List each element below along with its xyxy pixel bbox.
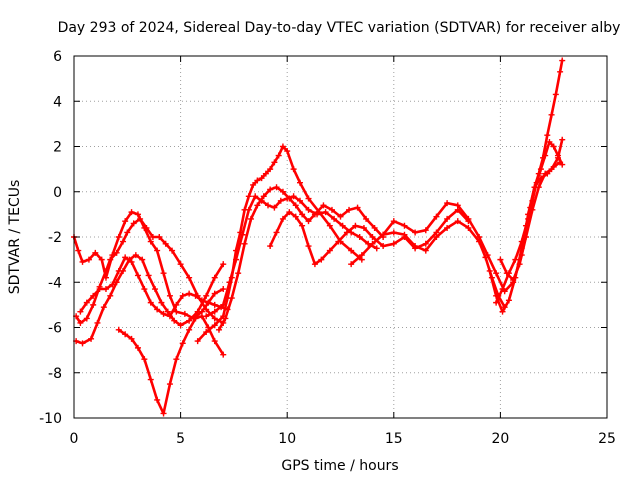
data-point-markers (215, 184, 387, 333)
plot-area (71, 57, 566, 417)
x-axis-label: GPS time / hours (281, 458, 398, 474)
series-line (488, 59, 564, 314)
series-line (204, 195, 379, 318)
y-tick-label: -4 (48, 275, 62, 291)
y-tick-label: -10 (39, 411, 62, 427)
data-point-markers (115, 313, 227, 417)
chart-title: Day 293 of 2024, Sidereal Day-to-day VTE… (58, 20, 621, 36)
series-trace-2 (73, 215, 227, 326)
data-point-markers (267, 206, 472, 268)
series-trace-9 (267, 206, 472, 268)
data-point-markers (73, 215, 227, 326)
series-line (381, 161, 562, 293)
y-axis: -10 -8 -6 -4 -2 0 2 4 6 (39, 49, 62, 427)
series-trace-6 (194, 143, 365, 345)
x-tick-label: 10 (278, 431, 296, 447)
series-trace-10 (348, 218, 508, 311)
grid (74, 56, 607, 418)
y-tick-label: 4 (53, 94, 62, 110)
series-trace-14 (497, 136, 566, 283)
series-line (268, 208, 470, 266)
series-trace-4 (115, 313, 227, 417)
x-tick-label: 0 (70, 431, 79, 447)
data-point-markers (73, 252, 227, 347)
x-axis: 0 5 10 15 20 25 (70, 431, 616, 447)
x-tick-label: 15 (385, 431, 403, 447)
y-axis-label: SDTVAR / TECUs (7, 180, 23, 295)
series-trace-8 (215, 184, 387, 333)
series-trace-3 (73, 252, 227, 347)
data-point-markers (77, 254, 231, 320)
series-trace-5 (77, 254, 231, 320)
y-tick-label: 0 (53, 185, 62, 201)
series-line (74, 253, 225, 345)
x-tick-label: 20 (491, 431, 509, 447)
y-tick-label: -6 (48, 321, 62, 337)
data-point-markers (348, 218, 508, 311)
axis-ticks (73, 55, 608, 419)
y-tick-label: 6 (53, 49, 62, 65)
y-tick-label: -8 (48, 366, 62, 382)
data-point-markers (497, 136, 566, 283)
y-tick-label: -2 (48, 230, 62, 246)
x-tick-label: 25 (598, 431, 616, 447)
data-point-markers (194, 143, 365, 345)
series-line (349, 219, 507, 309)
series-line (494, 140, 564, 304)
y-tick-label: 2 (53, 140, 62, 156)
x-tick-label: 5 (176, 431, 185, 447)
